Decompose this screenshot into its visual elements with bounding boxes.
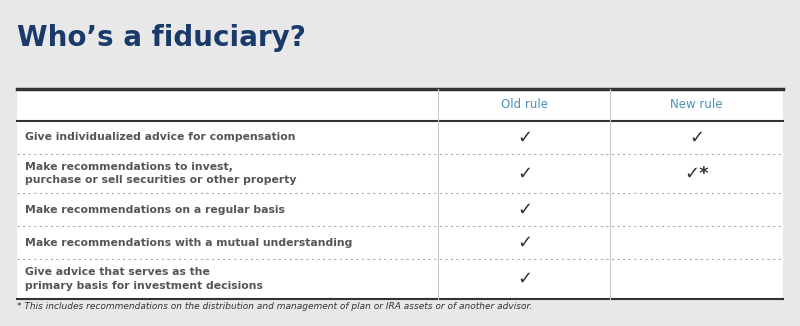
Text: Make recommendations to invest,
purchase or sell securities or other property: Make recommendations to invest, purchase… (26, 162, 297, 185)
Text: ✓: ✓ (517, 201, 532, 219)
Text: ✓: ✓ (517, 234, 532, 252)
Text: ✓: ✓ (517, 270, 532, 288)
FancyBboxPatch shape (18, 121, 782, 154)
Text: ✓: ✓ (517, 128, 532, 146)
Text: * This includes recommendations on the distribution and management of plan or IR: * This includes recommendations on the d… (18, 302, 533, 311)
Text: Give advice that serves as the
primary basis for investment decisions: Give advice that serves as the primary b… (26, 267, 263, 291)
Text: ✓*: ✓* (684, 165, 709, 183)
FancyBboxPatch shape (18, 89, 782, 299)
Text: Make recommendations on a regular basis: Make recommendations on a regular basis (26, 205, 285, 215)
Text: Give individualized advice for compensation: Give individualized advice for compensat… (26, 132, 296, 142)
FancyBboxPatch shape (18, 226, 782, 259)
Text: ✓: ✓ (689, 128, 704, 146)
Text: ✓: ✓ (517, 165, 532, 183)
FancyBboxPatch shape (18, 154, 782, 193)
FancyBboxPatch shape (18, 259, 782, 299)
FancyBboxPatch shape (18, 193, 782, 226)
Text: New rule: New rule (670, 98, 723, 111)
Text: Make recommendations with a mutual understanding: Make recommendations with a mutual under… (26, 238, 353, 248)
Text: Who’s a fiduciary?: Who’s a fiduciary? (18, 24, 306, 52)
Text: Old rule: Old rule (501, 98, 548, 111)
